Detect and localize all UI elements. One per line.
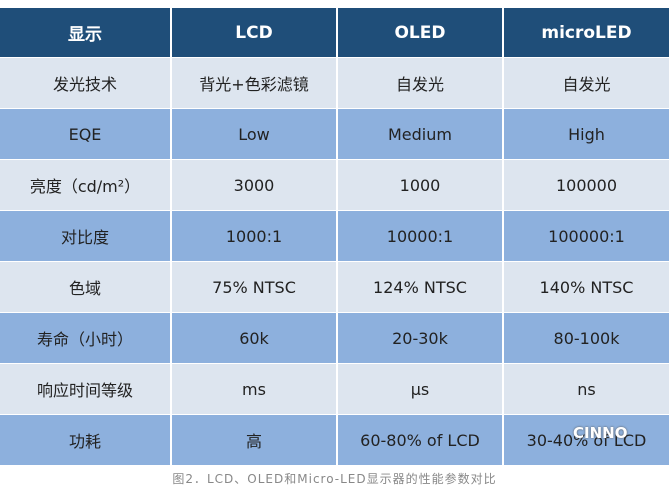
table-cell: 140% NTSC <box>502 262 669 312</box>
comparison-table: 显示 LCD OLED microLED 发光技术 背光+色彩滤镜 自发光 自发光 EQE Low… <box>0 8 669 465</box>
header-cell: LCD <box>170 8 336 57</box>
table-row: 亮度（cd/m²） 3000 1000 100000 <box>0 159 669 210</box>
table-row: 响应时间等级 ms μs ns <box>0 363 669 414</box>
table-cell: 3000 <box>170 160 336 210</box>
header-row: 显示 LCD OLED microLED <box>0 8 669 57</box>
table-row: EQE Low Medium High <box>0 108 669 159</box>
table-cell: 80-100k <box>502 313 669 363</box>
table-cell: 高 <box>170 415 336 465</box>
table-cell: Low <box>170 109 336 159</box>
header-cell: microLED <box>502 8 669 57</box>
table-cell: 自发光 <box>502 58 669 108</box>
table-cell: 响应时间等级 <box>36 381 133 400</box>
table-cell: 1000:1 <box>170 211 336 261</box>
table-cell: Medium <box>336 109 502 159</box>
table-cell: 60-80% of LCD <box>336 415 502 465</box>
header-cell: OLED <box>336 8 502 57</box>
caption: 图2．LCD、OLED和Micro-LED显示器的性能参数对比 <box>172 472 497 486</box>
table-cell: 30-40% of LCD <box>502 415 669 465</box>
table-cell: 100000:1 <box>502 211 669 261</box>
table-cell: 亮度（cd/m²） <box>29 177 141 196</box>
table-cell: ms <box>170 364 336 414</box>
table-cell: 75% NTSC <box>170 262 336 312</box>
table-row: 对比度 1000:1 10000:1 100000:1 <box>0 210 669 261</box>
header-cell: 显示 <box>68 25 102 45</box>
table-row: 功耗 高 60-80% of LCD 30-40% of LCD <box>0 414 669 465</box>
table-cell: 60k <box>170 313 336 363</box>
watermark: CINNO <box>573 424 628 442</box>
table-cell: EQE <box>68 124 102 144</box>
table-cell: 对比度 <box>60 228 109 247</box>
table-cell: 寿命（小时） <box>36 330 133 349</box>
table-cell: 10000:1 <box>336 211 502 261</box>
table-cell: 100000 <box>502 160 669 210</box>
table-row: 寿命（小时） 60k 20-30k 80-100k <box>0 312 669 363</box>
table-cell: 自发光 <box>336 58 502 108</box>
table-row: 色域 75% NTSC 124% NTSC 140% NTSC <box>0 261 669 312</box>
table-cell: 124% NTSC <box>336 262 502 312</box>
table-cell: ns <box>502 364 669 414</box>
table-cell: 1000 <box>336 160 502 210</box>
table-cell: 背光+色彩滤镜 <box>170 58 336 108</box>
table-cell: 20-30k <box>336 313 502 363</box>
table-cell: μs <box>336 364 502 414</box>
table-cell: 功耗 <box>68 432 101 451</box>
table-cell: 发光技术 <box>52 75 117 94</box>
table-cell: 色域 <box>68 279 101 298</box>
table-row: 发光技术 背光+色彩滤镜 自发光 自发光 <box>0 57 669 108</box>
table-cell: High <box>502 109 669 159</box>
